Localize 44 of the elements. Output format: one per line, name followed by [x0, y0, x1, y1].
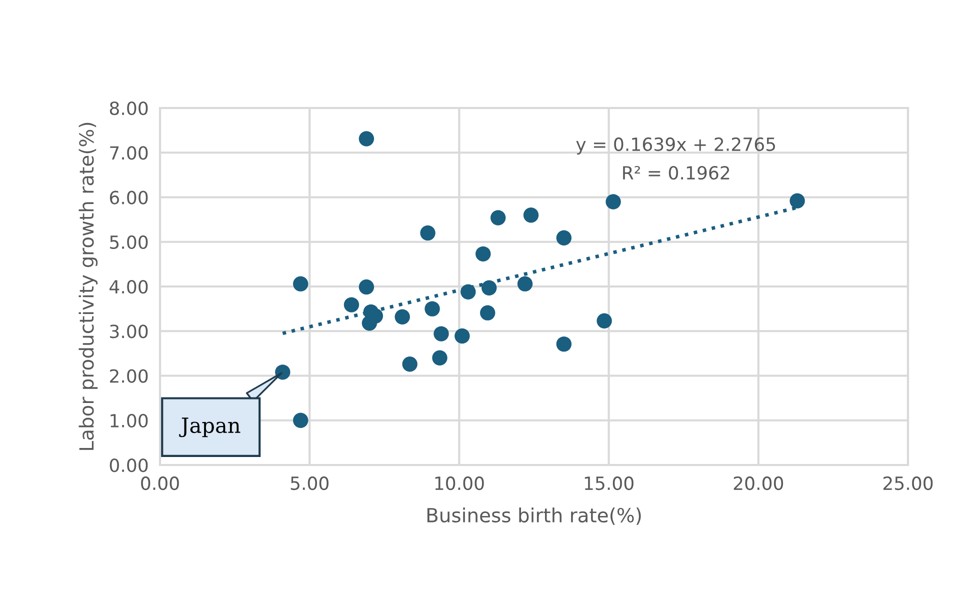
- point: [293, 412, 308, 428]
- y-axis-title: Labor productivity growth rate(%): [78, 122, 98, 450]
- point: [523, 207, 539, 223]
- y-tick-label: 7.00: [110, 146, 148, 160]
- point: [482, 280, 497, 296]
- point: [293, 276, 308, 292]
- point: [556, 230, 572, 246]
- point: [402, 356, 418, 372]
- y-tick-label: 2.00: [110, 369, 148, 383]
- x-tick-label: 15.00: [584, 476, 634, 490]
- point: [394, 309, 410, 324]
- x-tick-label: 10.00: [435, 476, 484, 490]
- y-tick-label: 0.00: [110, 458, 148, 472]
- point: [596, 313, 612, 328]
- x-tick-label: 5.00: [290, 476, 328, 490]
- point: [358, 131, 374, 146]
- y-tick-label: 5.00: [110, 235, 148, 249]
- x-tick-label: 25.00: [883, 476, 933, 490]
- point: [454, 328, 470, 344]
- point: [606, 194, 621, 210]
- point: [556, 336, 572, 352]
- point: [344, 297, 360, 312]
- point: [460, 284, 476, 300]
- y-tick-label: 1.00: [110, 414, 148, 428]
- point: [424, 301, 440, 316]
- point: [358, 279, 374, 295]
- point: [476, 246, 491, 262]
- annotation: Japan: [179, 418, 240, 438]
- y-tick-label: 6.00: [110, 190, 148, 204]
- point: [420, 225, 436, 241]
- point: [480, 305, 496, 320]
- x-tick-label: 20.00: [734, 476, 784, 490]
- x-tick-label: 0.00: [141, 476, 179, 490]
- y-tick-label: 3.00: [110, 324, 148, 338]
- annotation: y = 0.1639x + 2.2765: [576, 137, 776, 155]
- point: [490, 210, 506, 226]
- point: [432, 350, 448, 366]
- point: [790, 193, 805, 208]
- x-axis-title: Business birth rate(%): [427, 507, 641, 525]
- y-tick-label: 8.00: [110, 101, 148, 116]
- point: [434, 326, 449, 342]
- annotation: R² = 0.1962: [623, 166, 730, 180]
- point: [517, 276, 533, 292]
- y-tick-label: 4.00: [110, 280, 148, 294]
